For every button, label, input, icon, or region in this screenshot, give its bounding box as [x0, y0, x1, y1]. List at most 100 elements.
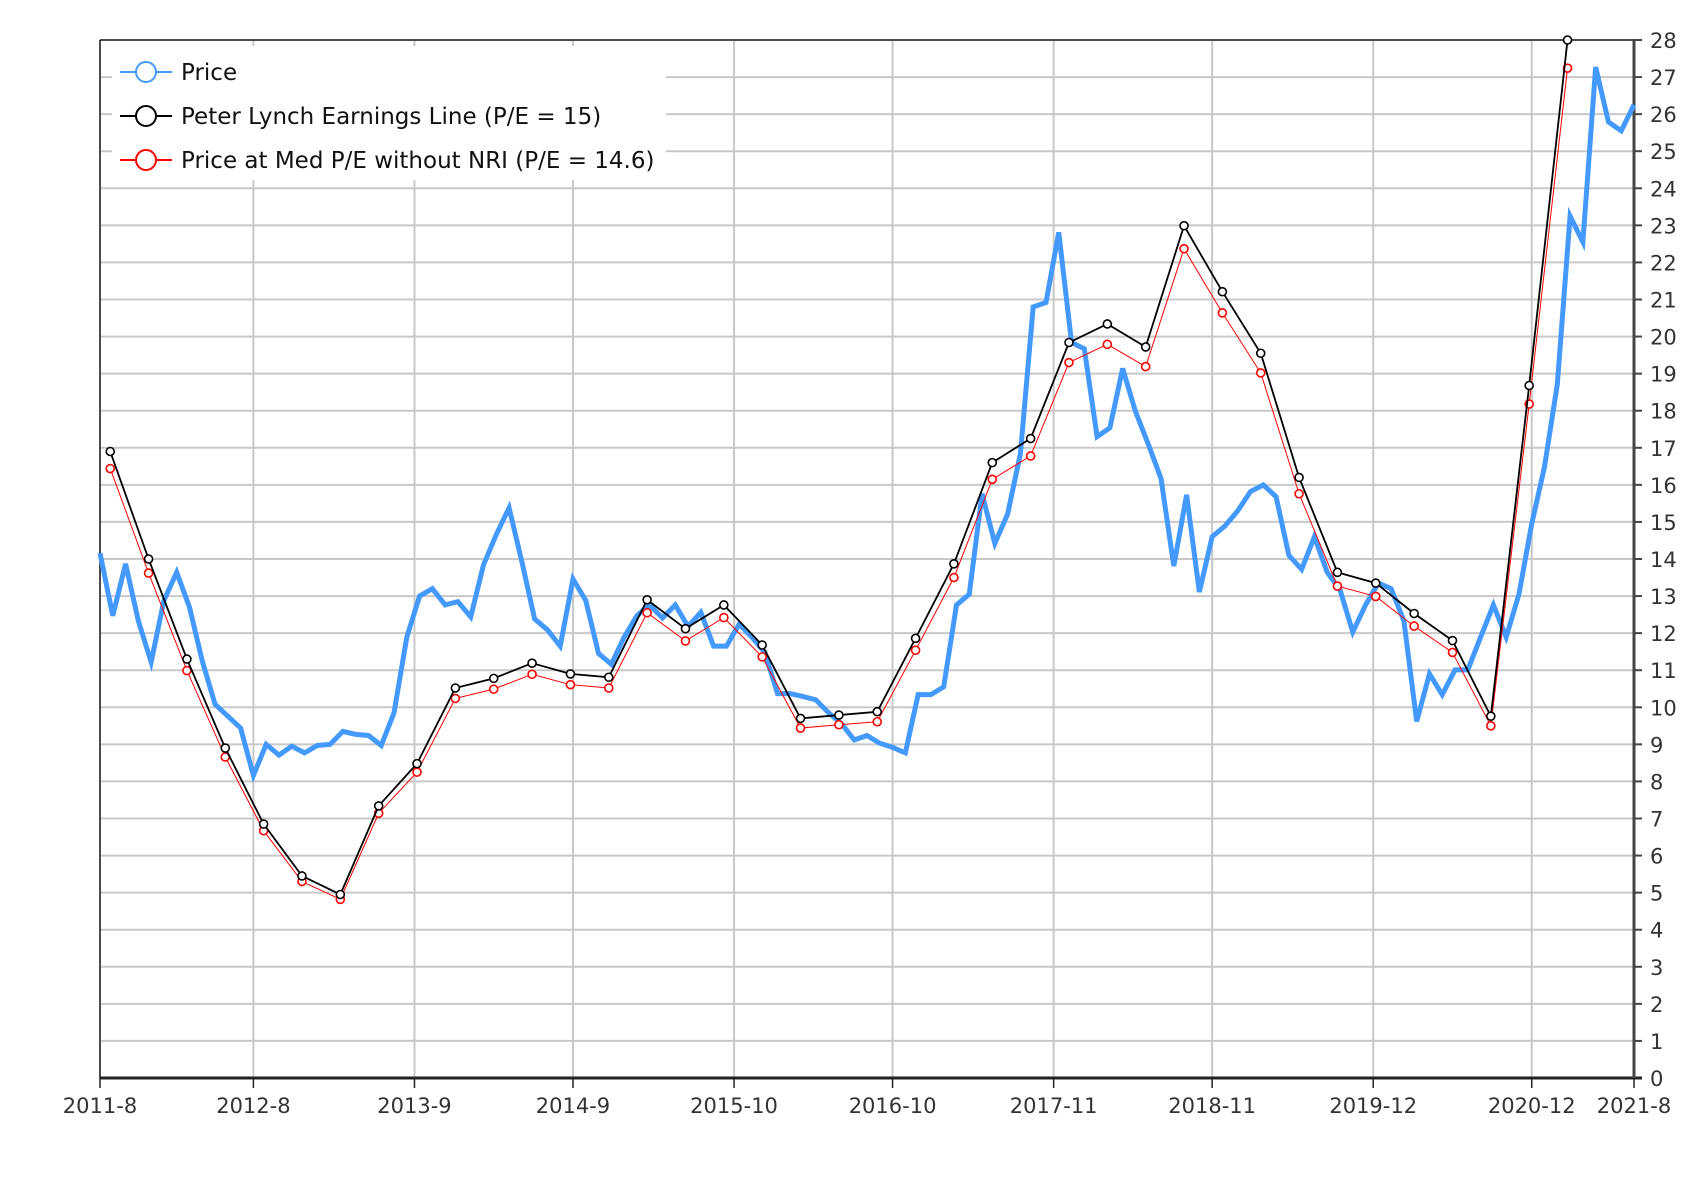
data-point-med-pe: [1332, 581, 1343, 591]
data-point-lynch: [1064, 337, 1074, 348]
data-point-lynch: [488, 673, 499, 684]
data-point-med-pe: [1447, 647, 1458, 658]
data-point-med-pe: [1140, 361, 1151, 372]
x-tick-label: 2014-9: [536, 1094, 610, 1118]
y-tick-label: 22: [1650, 251, 1677, 275]
data-point-lynch: [1140, 342, 1151, 352]
data-point-med-pe: [143, 568, 154, 578]
data-point-lynch: [757, 640, 767, 650]
legend-label-price: Price: [181, 60, 237, 86]
legend-item-lynch[interactable]: Peter Lynch Earnings Line (P/E = 15): [120, 104, 601, 130]
data-point-med-pe: [719, 612, 729, 623]
y-tick-label: 10: [1650, 696, 1677, 720]
data-point-med-pe: [1064, 357, 1074, 368]
y-tick-label: 2: [1650, 993, 1663, 1017]
y-tick-label: 3: [1650, 956, 1663, 980]
data-point-med-pe: [603, 683, 614, 693]
legend-background: [112, 46, 666, 180]
data-point-lynch: [1294, 472, 1304, 483]
y-tick-label: 12: [1650, 622, 1677, 646]
data-point-lynch: [1179, 220, 1189, 231]
data-point-lynch: [1025, 433, 1036, 444]
data-point-lynch: [795, 713, 806, 724]
data-point-med-pe: [1217, 308, 1228, 318]
data-point-med-pe: [872, 716, 883, 727]
legend-marker-med-pe: [135, 149, 157, 171]
data-point-lynch: [412, 758, 422, 769]
legend-item-med-pe[interactable]: Price at Med P/E without NRI (P/E = 14.6…: [120, 148, 654, 174]
y-tick-label: 27: [1650, 66, 1677, 90]
data-point-lynch: [603, 672, 614, 683]
y-tick-label: 21: [1650, 289, 1677, 313]
data-point-med-pe: [565, 679, 576, 690]
data-point-lynch: [1102, 319, 1113, 329]
data-point-lynch: [1409, 608, 1419, 619]
data-point-med-pe: [1370, 591, 1381, 602]
data-point-med-pe: [642, 607, 652, 618]
data-point-med-pe: [1102, 339, 1113, 350]
y-tick-label: 13: [1650, 585, 1677, 609]
data-point-med-pe: [910, 645, 921, 655]
data-point-lynch: [834, 710, 844, 720]
legend-marker-lynch: [135, 105, 157, 127]
y-tick-label: 7: [1650, 808, 1663, 832]
data-point-lynch: [527, 658, 537, 668]
legend-item-price[interactable]: Price: [120, 60, 237, 86]
y-tick-label: 6: [1650, 845, 1663, 869]
data-point-lynch: [1370, 578, 1381, 588]
y-tick-label: 9: [1650, 733, 1663, 757]
data-point-med-pe: [1255, 368, 1266, 378]
legend-label-med-pe: Price at Med P/E without NRI (P/E = 14.6…: [181, 148, 654, 174]
x-tick-label: 2013-9: [377, 1094, 451, 1118]
y-tick-label: 8: [1650, 770, 1663, 794]
x-tick-label: 2016-10: [849, 1094, 937, 1118]
data-point-lynch: [719, 600, 729, 610]
data-point-med-pe: [1025, 451, 1036, 461]
data-point-lynch: [1486, 711, 1496, 721]
data-point-lynch: [105, 446, 116, 457]
y-tick-label: 19: [1650, 363, 1677, 387]
data-point-lynch: [1332, 567, 1343, 578]
x-tick-label: 2018-11: [1168, 1094, 1256, 1118]
legend-label-lynch: Peter Lynch Earnings Line (P/E = 15): [181, 104, 601, 130]
data-point-lynch: [258, 819, 269, 829]
data-point-med-pe: [488, 684, 499, 694]
x-tick-label: 2011-8: [63, 1094, 137, 1118]
data-point-lynch: [910, 633, 921, 644]
x-tick-label: 2012-8: [216, 1094, 290, 1118]
series-line-med-pe: [109, 68, 1569, 900]
x-tick-label: 2017-11: [1010, 1094, 1098, 1118]
data-point-med-pe: [757, 652, 767, 662]
legend-marker-price: [135, 61, 157, 83]
y-tick-label: 1: [1650, 1030, 1663, 1054]
y-tick-label: 20: [1650, 326, 1677, 350]
y-tick-label: 15: [1650, 511, 1677, 535]
data-point-med-pe: [1294, 488, 1304, 499]
data-point-lynch: [182, 654, 192, 664]
data-point-lynch: [565, 669, 576, 679]
data-point-lynch: [1217, 286, 1228, 297]
data-point-lynch: [450, 683, 461, 693]
data-point-med-pe: [949, 572, 959, 583]
y-tick-label: 26: [1650, 103, 1677, 127]
y-tick-label: 0: [1650, 1067, 1663, 1091]
x-tick-label: 2021-8: [1597, 1094, 1671, 1118]
data-point-med-pe: [834, 719, 844, 730]
x-tick-label: 2020-12: [1488, 1094, 1576, 1118]
data-point-lynch: [297, 871, 307, 881]
data-point-lynch: [335, 889, 346, 900]
y-tick-label: 17: [1650, 437, 1677, 461]
data-point-lynch: [1524, 380, 1534, 391]
y-tick-label: 24: [1650, 177, 1677, 201]
data-point-lynch: [642, 594, 652, 605]
data-point-med-pe: [1409, 621, 1419, 631]
data-point-lynch: [373, 801, 384, 811]
data-point-lynch: [143, 554, 154, 564]
legend: Price Peter Lynch Earnings Line (P/E = 1…: [112, 46, 666, 180]
data-point-lynch: [987, 457, 998, 468]
data-point-med-pe: [680, 636, 691, 646]
y-tick-label: 4: [1650, 919, 1663, 943]
data-point-med-pe: [1179, 243, 1189, 254]
data-point-lynch: [680, 623, 691, 634]
